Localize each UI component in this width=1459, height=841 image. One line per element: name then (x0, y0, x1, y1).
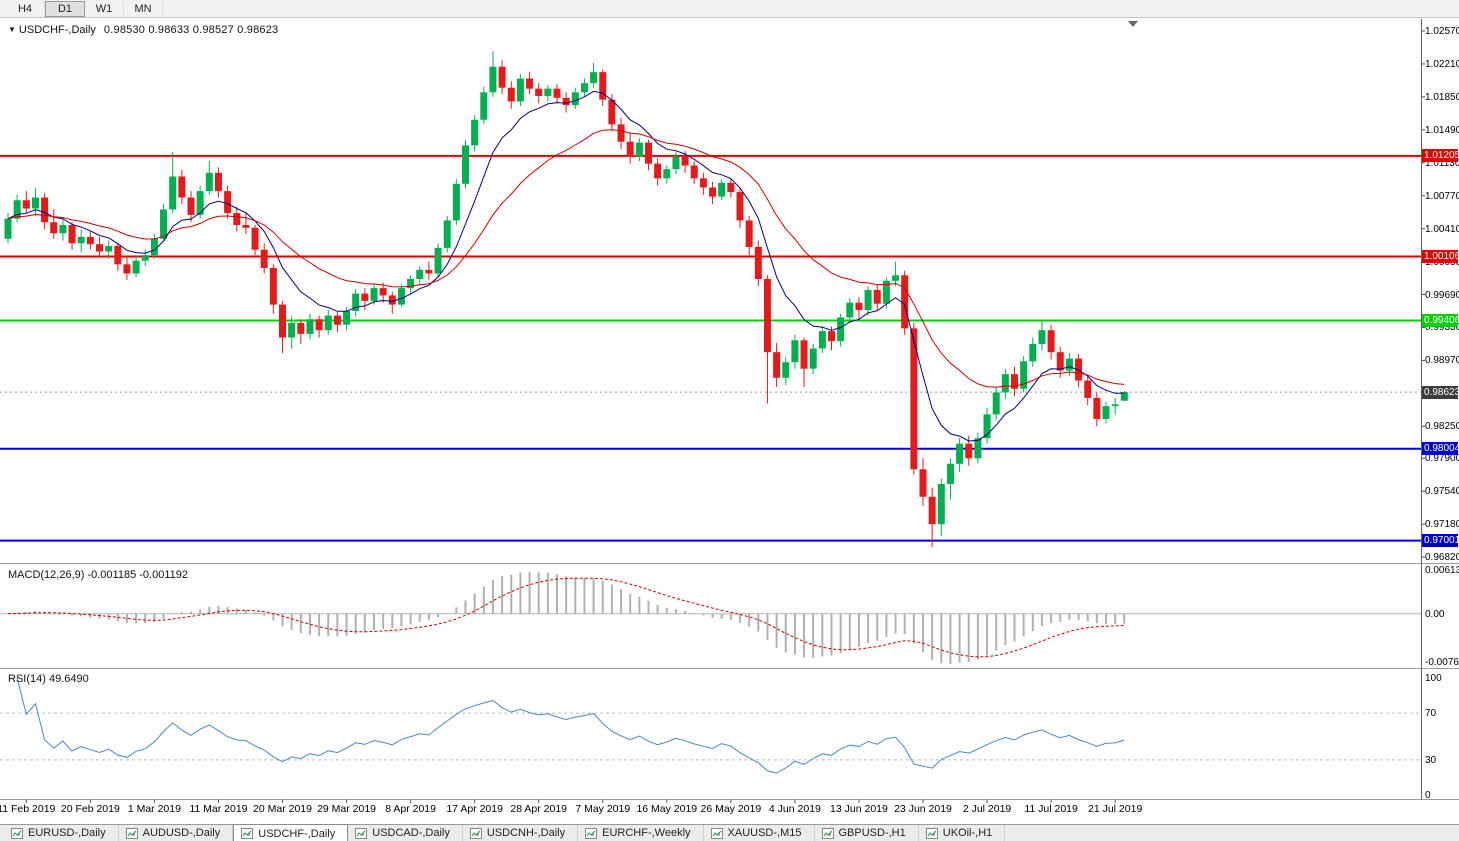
chart-tab-label: USDCNH-,Daily (486, 827, 566, 839)
chart-tab-eurusd[interactable]: EURUSD-,Daily (4, 825, 119, 841)
candlestick-series (4, 51, 1128, 548)
chart-tab-eurchf[interactable]: EURCHF-,Weekly (578, 825, 704, 841)
ma-fast-line (7, 90, 1125, 442)
timeframe-toolbar: H4 D1 W1 MN (0, 0, 1459, 18)
chart-tab-label: GBPUSD-,H1 (838, 827, 906, 839)
chart-tab-xauusd[interactable]: XAUUSD-,M15 (704, 825, 815, 841)
timeframe-button-d1[interactable]: D1 (45, 0, 85, 17)
chart-tab-gbpusd[interactable]: GBPUSD-,H1 (815, 825, 919, 841)
timeframe-button-mn[interactable]: MN (124, 0, 163, 17)
time-ticks (25, 30, 1425, 803)
tab-chart-icon (241, 828, 254, 839)
chart-tab-label: USDCHF-,Daily (258, 827, 336, 840)
tab-chart-icon (585, 827, 598, 839)
ma-slow-line (7, 129, 1125, 388)
macd-indicator (0, 572, 1421, 664)
chart-tab-label: UKOil-,H1 (942, 827, 993, 839)
chart-tab-usdchf[interactable]: USDCHF-,Daily (233, 824, 349, 841)
chart-tab-label: USDCAD-,Daily (372, 827, 450, 839)
tab-chart-icon (469, 827, 482, 839)
chart-tab-label: EURCHF-,Weekly (602, 827, 691, 839)
chart-tab-usdcnh[interactable]: USDCNH-,Daily (463, 825, 579, 841)
chart-tab-ukoil[interactable]: UKOil-,H1 (919, 825, 1006, 841)
chart-tab-label: AUDUSD-,Daily (142, 827, 221, 839)
timeframe-button-w1[interactable]: W1 (85, 0, 124, 17)
tab-chart-icon (11, 827, 23, 839)
chart-shift-marker[interactable] (1128, 21, 1138, 27)
chart-tab-label: EURUSD-,Daily (28, 827, 106, 839)
chart-tab-label: XAUUSD-,M15 (727, 827, 802, 839)
tab-chart-icon (355, 827, 368, 839)
horizontal-levels (0, 154, 1421, 542)
tab-chart-icon (710, 827, 723, 839)
rsi-indicator (0, 677, 1421, 774)
timeframe-button-h4[interactable]: H4 (6, 0, 45, 17)
chart-tab-audusd[interactable]: AUDUSD-,Daily (119, 825, 234, 841)
panel-separators (0, 19, 1459, 800)
tab-chart-icon (821, 827, 834, 839)
tab-chart-icon (125, 827, 138, 839)
tab-chart-icon (925, 827, 938, 839)
chart-tabs-bar: EURUSD-,Daily AUDUSD-,Daily USDCHF-,Daily U… (0, 824, 1459, 841)
chart-tab-usdcad[interactable]: USDCAD-,Daily (348, 825, 463, 841)
